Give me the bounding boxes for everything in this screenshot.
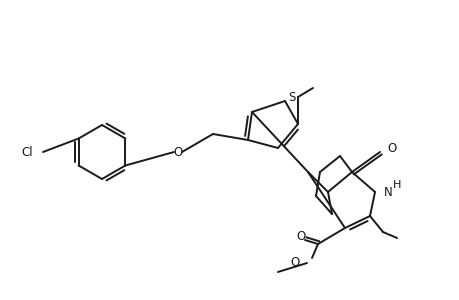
Text: Cl: Cl xyxy=(21,146,33,158)
Text: O: O xyxy=(296,230,305,242)
Text: O: O xyxy=(173,146,182,158)
Text: S: S xyxy=(288,91,295,103)
Text: O: O xyxy=(386,142,396,154)
Text: H: H xyxy=(392,180,400,190)
Text: N: N xyxy=(383,185,392,199)
Text: O: O xyxy=(290,256,299,268)
